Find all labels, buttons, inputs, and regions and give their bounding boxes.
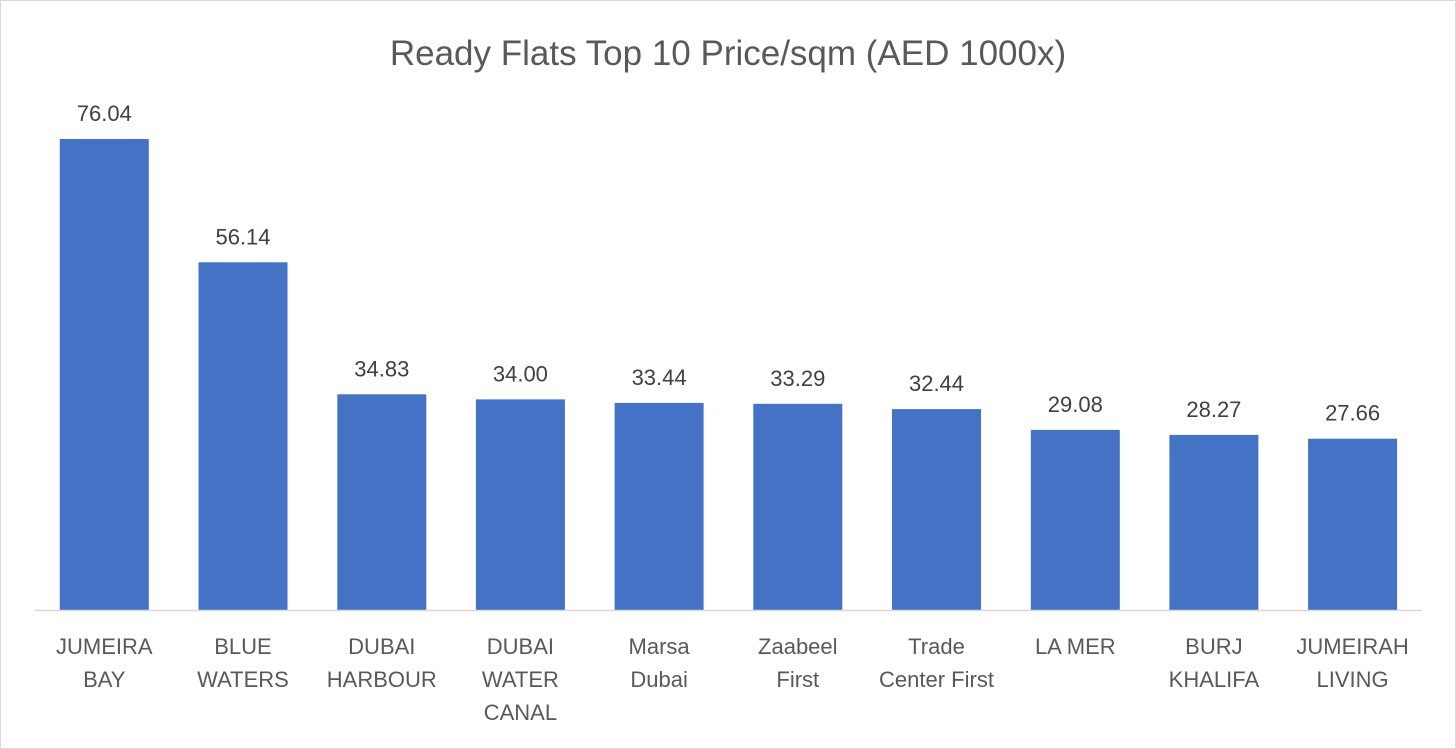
category-label-5: Zaabeel First xyxy=(758,634,838,692)
category-label-4: Marsa Dubai xyxy=(629,634,691,692)
category-labels-layer: JUMEIRA BAY BLUE WATERS DUBAI HARBOUR DUBAI WAT… xyxy=(56,634,1409,725)
bar-3 xyxy=(475,399,565,610)
bar-2 xyxy=(337,394,427,610)
category-label-5-line-1: First xyxy=(776,667,819,692)
bar-1 xyxy=(198,262,288,610)
bar-4 xyxy=(614,402,704,610)
category-label-9-line-0: JUMEIRAH xyxy=(1296,634,1408,659)
bar-6 xyxy=(892,409,981,610)
category-label-0: JUMEIRA BAY xyxy=(56,634,153,692)
value-label-3: 34.00 xyxy=(493,361,548,386)
category-label-6-line-0: Trade xyxy=(908,634,965,659)
bars-layer xyxy=(59,139,1398,610)
category-label-4-line-0: Marsa xyxy=(629,634,691,659)
category-label-7: LA MER xyxy=(1035,634,1116,659)
category-label-9-line-1: LIVING xyxy=(1317,667,1389,692)
value-label-9: 27.66 xyxy=(1325,401,1380,426)
bar-5 xyxy=(753,403,843,610)
category-label-1-line-0: BLUE xyxy=(214,634,271,659)
category-label-0-line-1: BAY xyxy=(83,667,126,692)
category-label-1: BLUE WATERS xyxy=(197,634,289,692)
category-label-3-line-2: CANAL xyxy=(484,700,557,725)
value-label-1: 56.14 xyxy=(215,224,270,249)
category-label-6: Trade Center First xyxy=(879,634,994,692)
category-label-3-line-0: DUBAI xyxy=(487,634,554,659)
category-label-7-line-0: LA MER xyxy=(1035,634,1116,659)
category-label-6-line-1: Center First xyxy=(879,667,994,692)
category-label-3: DUBAI WATER CANAL xyxy=(482,634,559,725)
bar-9 xyxy=(1308,438,1398,610)
category-label-4-line-1: Dubai xyxy=(630,667,687,692)
bar-0 xyxy=(59,139,149,610)
category-label-3-line-1: WATER xyxy=(482,667,559,692)
category-label-2-line-0: DUBAI xyxy=(348,634,415,659)
bar-8 xyxy=(1169,434,1259,610)
value-label-4: 33.44 xyxy=(632,365,687,390)
bar-7 xyxy=(1030,429,1120,610)
value-label-6: 32.44 xyxy=(909,371,964,396)
category-label-8-line-1: KHALIFA xyxy=(1169,667,1260,692)
value-label-7: 29.08 xyxy=(1048,392,1103,417)
value-labels-layer: 76.04 56.14 34.83 34.00 33.44 33.29 32.44 29.08… xyxy=(77,101,1380,426)
value-label-2: 34.83 xyxy=(354,356,409,381)
value-label-0: 76.04 xyxy=(77,101,132,126)
value-label-5: 33.29 xyxy=(770,366,825,391)
chart-title: Ready Flats Top 10 Price/sqm (AED 1000x) xyxy=(390,34,1066,73)
category-label-1-line-1: WATERS xyxy=(197,667,289,692)
category-label-8-line-0: BURJ xyxy=(1185,634,1242,659)
category-label-0-line-0: JUMEIRA xyxy=(56,634,153,659)
value-label-8: 28.27 xyxy=(1186,397,1241,422)
category-label-5-line-0: Zaabeel xyxy=(758,634,838,659)
category-label-9: JUMEIRAH LIVING xyxy=(1296,634,1408,692)
category-label-2: DUBAI HARBOUR xyxy=(327,634,437,692)
category-label-2-line-1: HARBOUR xyxy=(327,667,437,692)
category-label-8: BURJ KHALIFA xyxy=(1169,634,1260,692)
